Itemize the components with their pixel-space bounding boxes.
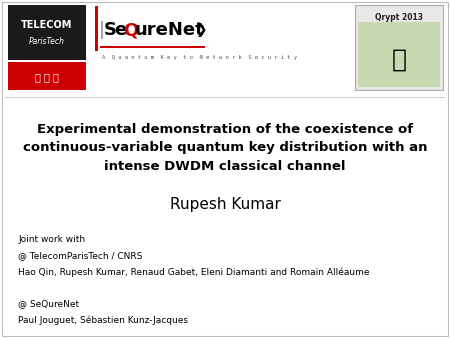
Text: ureNet: ureNet bbox=[135, 21, 205, 39]
Bar bbox=[5, 97, 445, 98]
Bar bbox=[355, 5, 443, 90]
Text: ❯: ❯ bbox=[196, 23, 207, 37]
Text: S: S bbox=[104, 21, 117, 39]
Text: A  Q u a n t u m  K e y  t o  N e t w o r k  S e c u r i t y: A Q u a n t u m K e y t o N e t w o r k … bbox=[102, 54, 297, 59]
Bar bbox=[358, 22, 440, 87]
Text: Experimental demonstration of the coexistence of
continuous-variable quantum key: Experimental demonstration of the coexis… bbox=[23, 122, 427, 173]
Bar bbox=[8, 62, 86, 90]
Bar bbox=[8, 5, 86, 60]
Text: TELECOM: TELECOM bbox=[21, 20, 73, 30]
Bar bbox=[100, 46, 205, 48]
Text: 密 刷 刷: 密 刷 刷 bbox=[35, 72, 59, 82]
Bar bbox=[95, 6, 98, 51]
Text: Q: Q bbox=[123, 21, 138, 39]
Text: Paul Jouguet, Sébastien Kunz-Jacques: Paul Jouguet, Sébastien Kunz-Jacques bbox=[18, 315, 188, 325]
Text: @ SeQureNet: @ SeQureNet bbox=[18, 299, 79, 309]
Text: Qrypt 2013: Qrypt 2013 bbox=[375, 14, 423, 23]
Text: @ TelecomParisTech / CNRS: @ TelecomParisTech / CNRS bbox=[18, 251, 142, 261]
Text: Rupesh Kumar: Rupesh Kumar bbox=[170, 197, 280, 213]
Text: Joint work with: Joint work with bbox=[18, 236, 85, 244]
Text: Hao Qin, Rupesh Kumar, Renaud Gabet, Eleni Diamanti and Romain Alléaume: Hao Qin, Rupesh Kumar, Renaud Gabet, Ele… bbox=[18, 267, 369, 277]
Text: 🐑: 🐑 bbox=[392, 48, 406, 72]
Text: ParisTech: ParisTech bbox=[29, 38, 65, 47]
Text: e: e bbox=[114, 21, 126, 39]
Text: |: | bbox=[99, 21, 105, 39]
